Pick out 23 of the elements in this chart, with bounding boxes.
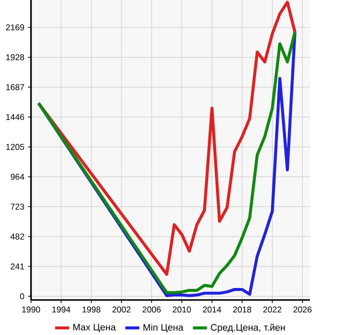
y-tick-label: 0	[20, 293, 24, 300]
x-tick-label: 1998	[82, 306, 100, 313]
y-tick-label: 1205	[6, 144, 24, 150]
x-tick-label: 2002	[112, 306, 130, 313]
x-tick-label: 2010	[172, 306, 191, 313]
y-tick-label: 2169	[6, 24, 24, 30]
x-tick-label: 2018	[233, 306, 252, 313]
x-tick-label: 2014	[202, 306, 222, 313]
legend-label: Max Цена	[73, 324, 116, 332]
y-tick-label: 1687	[6, 84, 24, 90]
x-tick-label: 2006	[142, 306, 161, 313]
legend-label: Сред.Цена, т.йен	[210, 324, 285, 333]
legend-label: Min Цена	[144, 324, 184, 332]
y-tick-label: 1446	[6, 114, 24, 120]
y-tick-label: 241	[10, 263, 24, 270]
y-tick-label: 964	[10, 174, 24, 180]
y-tick-label: 723	[10, 204, 24, 210]
y-tick-label: 1928	[6, 54, 24, 60]
x-tick-label: 2022	[263, 306, 282, 313]
x-tick-label: 2026	[293, 306, 312, 313]
y-tick-label: 482	[10, 234, 24, 240]
x-tick-label: 1994	[52, 306, 70, 313]
x-tick-label: 1990	[22, 306, 40, 313]
